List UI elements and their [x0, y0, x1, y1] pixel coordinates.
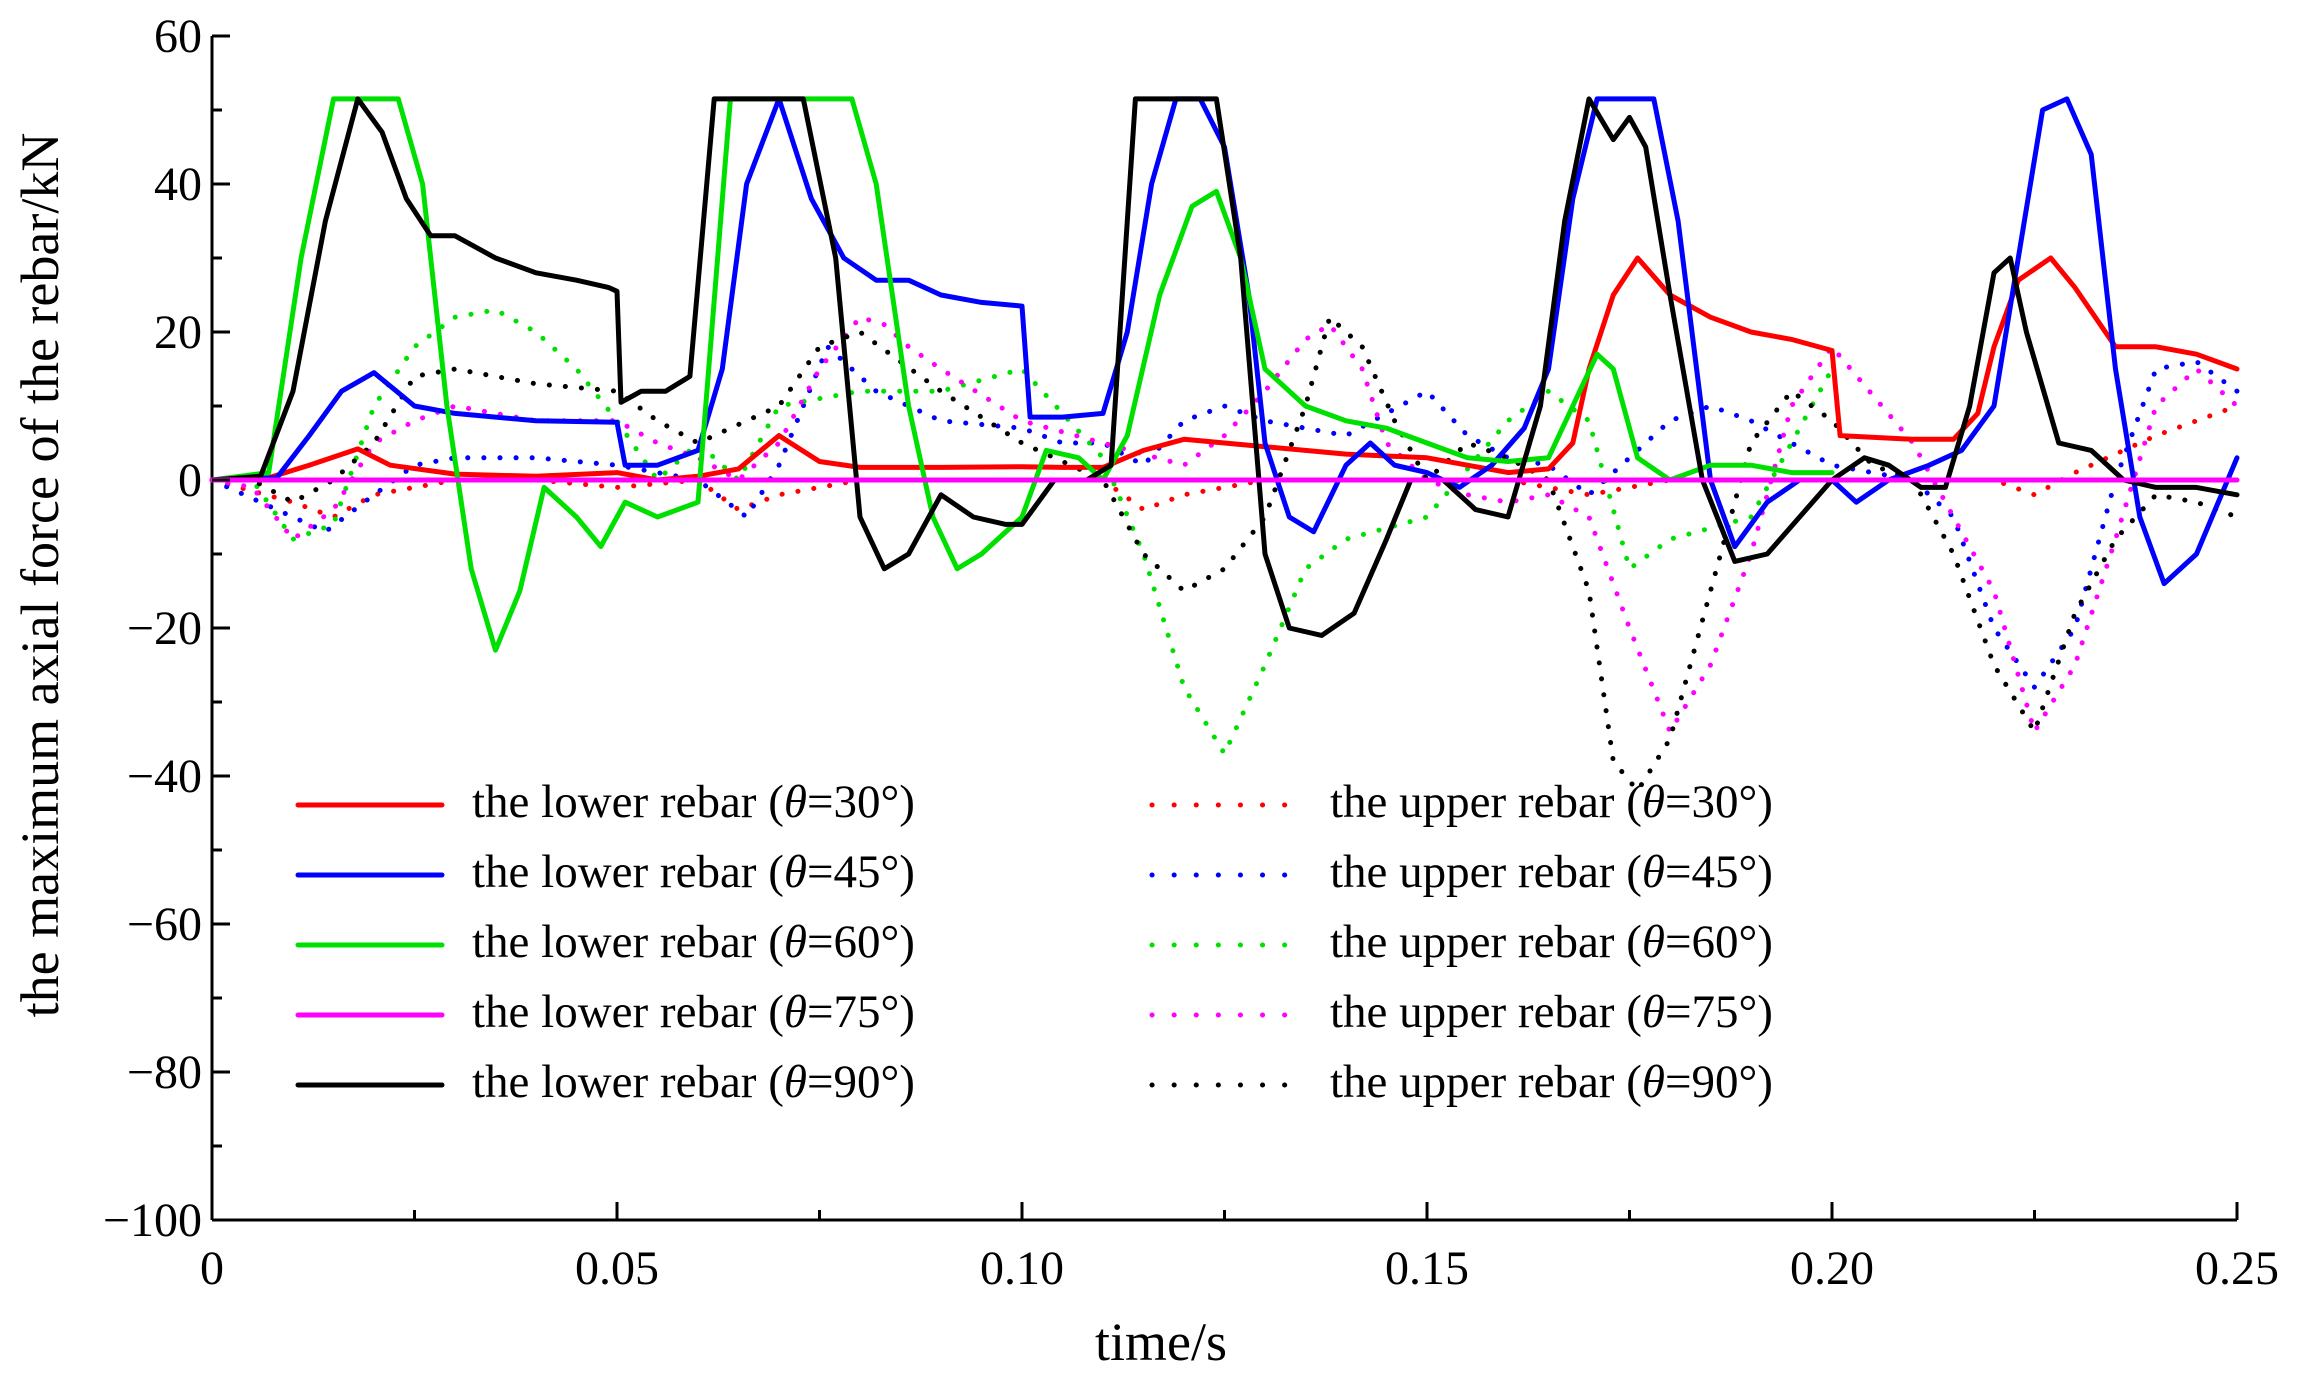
- x-tick-label: 0.15: [1385, 1242, 1469, 1295]
- legend-label-angle: =45°): [1665, 846, 1773, 898]
- legend-label-angle: =90°): [1665, 1056, 1773, 1108]
- y-tick-label: −40: [127, 750, 202, 803]
- theta-symbol: θ: [1642, 986, 1665, 1038]
- y-tick-label: 0: [178, 454, 202, 507]
- series-line-9: [209, 314, 2240, 794]
- legend-label-angle: =30°): [807, 776, 915, 828]
- y-tick-label: 60: [154, 10, 202, 63]
- x-tick-label: 0.05: [575, 1242, 659, 1295]
- legend-label: the upper rebar (θ=90°): [1330, 1056, 1773, 1108]
- series-line-1: [209, 96, 2240, 587]
- series-line-0: [209, 255, 2240, 483]
- legend-label-angle: =45°): [807, 846, 915, 898]
- theta-symbol: θ: [784, 1056, 807, 1108]
- x-tick-label: 0: [200, 1242, 224, 1295]
- y-axis: 60 40 20 0 −20 −40 −60 −80 −100: [103, 10, 230, 1247]
- legend-label-prefix: the upper rebar (: [1330, 776, 1642, 828]
- legend-label-prefix: the upper rebar (: [1330, 846, 1642, 898]
- legend-label-prefix: the upper rebar (: [1330, 916, 1642, 968]
- series-line-6: [209, 344, 2240, 690]
- legend-label: the lower rebar (θ=90°): [472, 1056, 915, 1108]
- legend-label: the lower rebar (θ=75°): [472, 986, 915, 1038]
- legend-label: the upper rebar (θ=60°): [1330, 916, 1773, 968]
- series-line-2: [209, 96, 1835, 653]
- legend-label: the upper rebar (θ=45°): [1330, 846, 1773, 898]
- theta-symbol: θ: [784, 846, 807, 898]
- theta-symbol: θ: [1642, 776, 1665, 828]
- legend-label-angle: =90°): [807, 1056, 915, 1108]
- theta-symbol: θ: [1642, 1056, 1665, 1108]
- theta-symbol: θ: [784, 916, 807, 968]
- series-line-4: [209, 96, 2240, 638]
- theta-symbol: θ: [1642, 846, 1665, 898]
- theta-symbol: θ: [784, 986, 807, 1038]
- legend-label-prefix: the lower rebar (: [472, 986, 784, 1038]
- legend-label-prefix: the upper rebar (: [1330, 986, 1642, 1038]
- legend-label-prefix: the upper rebar (: [1330, 1056, 1642, 1108]
- legend-label: the lower rebar (θ=45°): [472, 846, 915, 898]
- theta-symbol: θ: [784, 776, 807, 828]
- y-tick-label: 20: [154, 306, 202, 359]
- x-axis-title: time/s: [1095, 1312, 1227, 1372]
- y-tick-label: −80: [127, 1046, 202, 1099]
- x-tick-label: 0.10: [980, 1242, 1064, 1295]
- legend-label: the upper rebar (θ=75°): [1330, 986, 1773, 1038]
- x-axis: 0 0.05 0.10 0.15 0.20 0.25: [200, 1202, 2279, 1295]
- y-axis-title: the maximum axial force of the rebar/kN: [10, 133, 70, 1018]
- legend-label-angle: =30°): [1665, 776, 1773, 828]
- legend-label-prefix: the lower rebar (: [472, 1056, 784, 1108]
- x-tick-label: 0.20: [1790, 1242, 1874, 1295]
- legend-label-angle: =60°): [1665, 916, 1773, 968]
- legend-label: the upper rebar (θ=30°): [1330, 776, 1773, 828]
- legend-label: the lower rebar (θ=30°): [472, 776, 915, 828]
- legend-label-prefix: the lower rebar (: [472, 776, 784, 828]
- legend-label: the lower rebar (θ=60°): [472, 916, 915, 968]
- legend-label-angle: =60°): [807, 916, 915, 968]
- legend-label-angle: =75°): [1665, 986, 1773, 1038]
- legend-label-angle: =75°): [807, 986, 915, 1038]
- x-tick-label: 0.25: [2195, 1242, 2279, 1295]
- theta-symbol: θ: [1642, 916, 1665, 968]
- legend-label-prefix: the lower rebar (: [472, 846, 784, 898]
- y-tick-label: −100: [103, 1194, 202, 1247]
- y-tick-label: 40: [154, 158, 202, 211]
- y-tick-label: −60: [127, 898, 202, 951]
- legend-label-prefix: the lower rebar (: [472, 916, 784, 968]
- legend: the lower rebar (θ=30°)the lower rebar (…: [295, 776, 1773, 1108]
- series-layer: [209, 96, 2240, 794]
- y-tick-label: −20: [127, 602, 202, 655]
